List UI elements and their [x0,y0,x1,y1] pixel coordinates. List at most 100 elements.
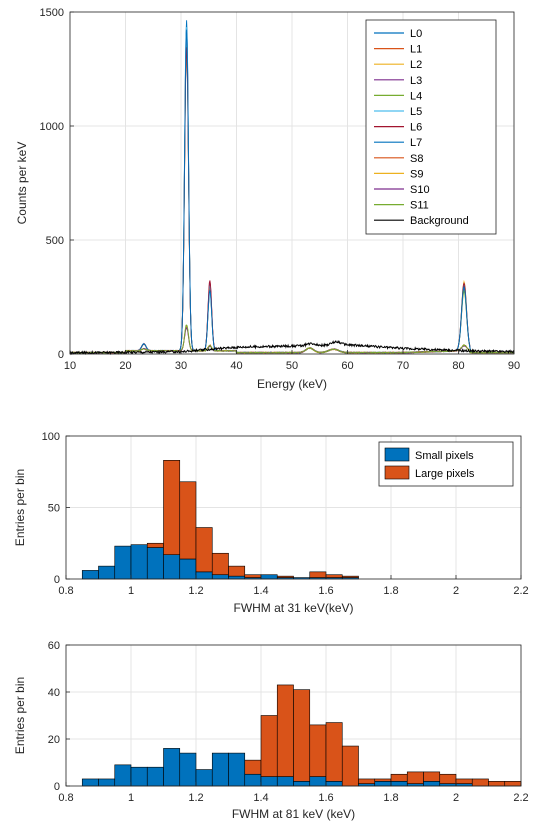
x-tick-label: 1.2 [188,792,203,804]
bar-large-pixels [309,571,327,578]
x-tick-label: 1.6 [318,585,333,597]
x-tick-label: 1.2 [188,585,203,597]
bar-small-pixels [309,776,327,787]
x-tick-label: 1.4 [253,585,268,597]
energy-spectrum-chart: 10 20 30 40 50 60 70 80 90 0 500 1000 1500 Energy (ke… [15,7,520,391]
axes-box [65,644,522,787]
bar-large-pixels [325,574,343,578]
bar-large-pixels [293,689,311,782]
bar-large-pixels [163,460,181,555]
bar-small-pixels [98,565,116,580]
bar-small-pixels [228,575,246,580]
legend-swatch-large-pixels [384,465,410,480]
bar-large-pixels [195,527,213,573]
bar-small-pixels [114,545,132,580]
bar-large-pixels [179,481,197,560]
bar-small-pixels [211,574,229,580]
bar-small-pixels [293,780,311,787]
x-tick-label: 2.2 [513,585,528,597]
bar-large-pixels [309,724,327,777]
y-axis-label: Counts per keV [15,142,29,225]
x-tick-label: 70 [397,360,409,372]
legend-swatch-small-pixels [384,447,410,462]
bar-small-pixels [195,571,213,580]
legend-label-l3: L3 [410,75,422,87]
bar-small-pixels [81,778,99,787]
bar-large-pixels [455,778,473,784]
y-axis-label: Entries per bin [13,469,27,546]
legend-label-l2: L2 [410,59,422,71]
bar-large-pixels [228,565,246,577]
bar-large-pixels [358,778,376,784]
legend-label-s10: S10 [410,184,430,196]
x-tick-label: 50 [286,360,298,372]
bar-small-pixels [390,780,408,787]
legend-label-l5: L5 [410,106,422,118]
bar-small-pixels [163,748,181,787]
x-tick-label: 80 [452,360,464,372]
x-tick-label: 60 [341,360,353,372]
x-tick-label: 10 [64,360,76,372]
bar-small-pixels [163,554,181,580]
bar-small-pixels [114,764,132,787]
legend-label-large-pixels: Large pixels [415,468,475,480]
bar-small-pixels [260,574,278,580]
legend-label-s9: S9 [410,168,423,180]
x-tick-label: 1.8 [383,792,398,804]
y-tick-label: 20 [48,734,60,746]
bar-large-pixels [325,722,343,782]
x-tick-label: 20 [119,360,131,372]
bar-large-pixels [406,771,424,784]
bar-large-pixels [341,575,359,578]
legend-label-background: Background [410,215,469,227]
x-tick-label: 40 [230,360,242,372]
bar-large-pixels [341,745,359,787]
legend-label-l4: L4 [410,90,422,102]
bar-large-pixels [276,575,294,578]
fwhm-81kev-histogram: 0.8 1 1.2 1.4 1.6 1.8 2 2.2 0 20 40 60 FWHM at 81 ke… [13,640,529,821]
y-tick-label: 0 [54,574,60,586]
y-axis-label: Entries per bin [13,677,27,754]
fwhm-31kev-histogram: 0.8 1 1.2 1.4 1.6 1.8 2 2.2 0 50 100 FWHM at 31 keV… [13,431,529,615]
bar-large-pixels [146,542,164,548]
legend-label-small-pixels: Small pixels [415,450,474,462]
x-tick-label: 2.2 [513,792,528,804]
y-tick-label: 1000 [40,121,64,133]
x-tick-label: 30 [175,360,187,372]
x-tick-label: 1.6 [318,792,333,804]
bar-small-pixels [228,752,246,787]
bar-small-pixels [130,766,148,787]
x-tick-label: 1.8 [383,585,398,597]
bar-small-pixels [146,547,164,580]
y-tick-label: 0 [58,349,64,361]
y-tick-label: 40 [48,687,60,699]
bar-small-pixels [195,769,213,787]
y-tick-label: 0 [54,781,60,793]
bar-large-pixels [244,574,262,578]
bar-large-pixels [504,780,522,787]
bar-large-pixels [488,780,506,787]
legend-label-s11: S11 [410,200,429,212]
bar-large-pixels [374,778,392,782]
bar-small-pixels [179,752,197,787]
bar-small-pixels [260,776,278,787]
legend-label-l0: L0 [410,28,422,40]
y-tick-label: 100 [42,431,60,443]
bar-small-pixels [244,773,262,787]
x-tick-label: 0.8 [58,585,73,597]
legend-label-l7: L7 [410,137,422,149]
bar-large-pixels [471,778,489,787]
bar-large-pixels [260,715,278,777]
bar-large-pixels [211,552,229,576]
x-tick-label: 2 [453,792,459,804]
x-tick-label: 2 [453,585,459,597]
bar-large-pixels [244,759,262,775]
bar-small-pixels [374,780,392,787]
bar-small-pixels [423,780,441,787]
bar-small-pixels [211,752,229,787]
y-tick-label: 50 [48,503,60,515]
bar-large-pixels [276,684,294,777]
x-tick-label: 1.4 [253,792,268,804]
bar-small-pixels [179,558,197,580]
